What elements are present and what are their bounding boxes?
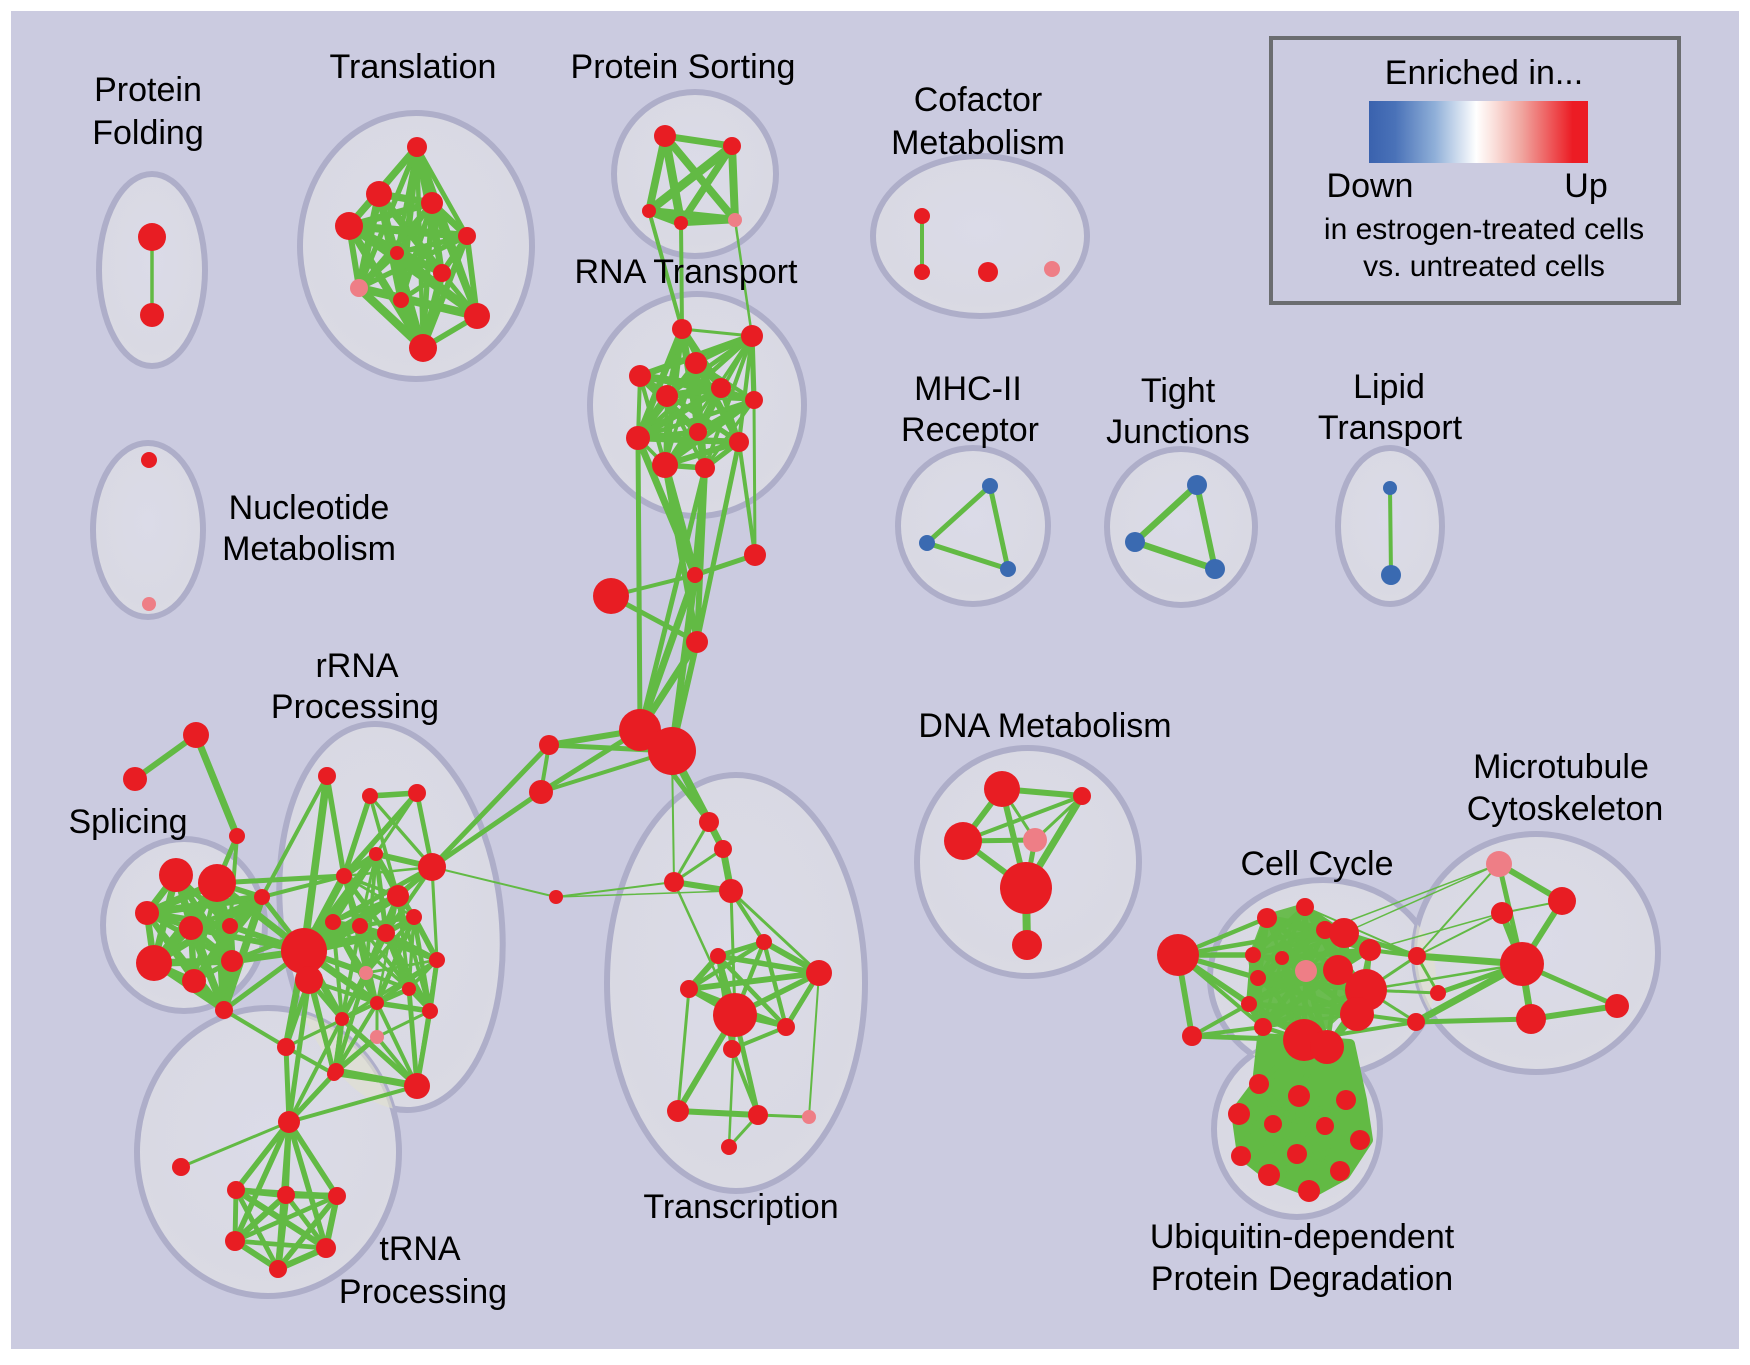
svg-text:Lipid: Lipid bbox=[1353, 368, 1425, 406]
svg-text:Cytoskeleton: Cytoskeleton bbox=[1467, 790, 1664, 828]
svg-text:RNA Transport: RNA Transport bbox=[575, 253, 799, 291]
svg-text:Processing: Processing bbox=[271, 688, 439, 726]
svg-text:Ubiquitin-dependent: Ubiquitin-dependent bbox=[1150, 1218, 1455, 1256]
svg-text:tRNA: tRNA bbox=[379, 1230, 461, 1268]
svg-text:Nucleotide: Nucleotide bbox=[229, 489, 390, 527]
svg-text:Transport: Transport bbox=[1318, 409, 1463, 447]
svg-text:vs. untreated cells: vs. untreated cells bbox=[1363, 250, 1605, 283]
svg-text:rRNA: rRNA bbox=[315, 647, 398, 685]
svg-text:Junctions: Junctions bbox=[1106, 413, 1250, 451]
svg-text:Transcription: Transcription bbox=[643, 1188, 838, 1226]
svg-text:Splicing: Splicing bbox=[68, 803, 187, 841]
svg-text:Receptor: Receptor bbox=[901, 411, 1039, 449]
svg-text:Down: Down bbox=[1327, 167, 1414, 205]
svg-text:Enriched in...: Enriched in... bbox=[1385, 54, 1583, 92]
svg-text:Protein: Protein bbox=[94, 71, 202, 109]
svg-text:MHC-II: MHC-II bbox=[914, 370, 1022, 408]
svg-text:Tight: Tight bbox=[1141, 372, 1216, 410]
svg-text:Folding: Folding bbox=[92, 114, 204, 152]
svg-text:Cofactor: Cofactor bbox=[914, 81, 1043, 119]
svg-text:Protein Sorting: Protein Sorting bbox=[571, 48, 796, 86]
svg-text:in estrogen-treated cells: in estrogen-treated cells bbox=[1324, 213, 1644, 246]
svg-text:Cell Cycle: Cell Cycle bbox=[1240, 845, 1393, 883]
svg-text:DNA Metabolism: DNA Metabolism bbox=[918, 707, 1171, 745]
svg-text:Processing: Processing bbox=[339, 1273, 507, 1311]
svg-text:Protein Degradation: Protein Degradation bbox=[1151, 1260, 1453, 1298]
svg-text:Up: Up bbox=[1564, 167, 1607, 205]
svg-text:Translation: Translation bbox=[330, 48, 497, 86]
svg-text:Metabolism: Metabolism bbox=[222, 530, 396, 568]
svg-text:Microtubule: Microtubule bbox=[1473, 748, 1649, 786]
svg-text:Metabolism: Metabolism bbox=[891, 124, 1065, 162]
